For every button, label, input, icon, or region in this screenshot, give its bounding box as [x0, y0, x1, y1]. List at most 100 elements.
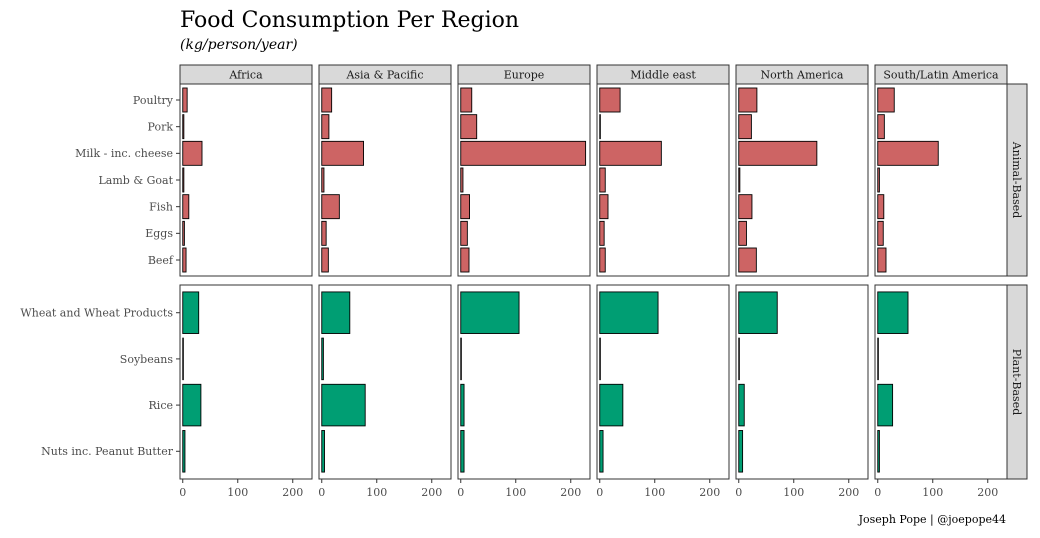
- bar-south-latin-america-wheat-and-wheat-products: [877, 291, 909, 334]
- x-tick-label-north-america-0: 0: [735, 486, 742, 499]
- bar-north-america-fish: [738, 194, 753, 220]
- x-tick-label-europe-200: 200: [560, 486, 581, 499]
- bar-south-latin-america-beef: [877, 247, 887, 273]
- y-tick-label-poultry: Poultry: [133, 94, 174, 107]
- bar-europe-nuts-inc-peanut-butter: [460, 430, 465, 473]
- x-tick-label-middle-east-100: 100: [644, 486, 665, 499]
- bar-north-america-pork: [738, 114, 752, 140]
- bar-europe-fish: [460, 194, 471, 220]
- bar-middle-east-milk-inc-cheese: [599, 140, 662, 166]
- x-tick-label-africa-0: 0: [179, 486, 186, 499]
- bar-middle-east-beef: [599, 247, 606, 273]
- bar-north-america-nuts-inc-peanut-butter: [738, 430, 744, 473]
- bar-middle-east-pork: [599, 114, 601, 140]
- bar-europe-rice: [460, 383, 465, 427]
- panel-animal-based-europe: [457, 83, 591, 277]
- bar-middle-east-rice: [599, 383, 624, 427]
- x-tick-label-south-latin-america-100: 100: [922, 486, 943, 499]
- x-tick-label-north-america-100: 100: [783, 486, 804, 499]
- chart-subtitle: (kg/person/year): [180, 37, 298, 53]
- y-tick-label-pork: Pork: [147, 121, 173, 134]
- bar-europe-beef: [460, 247, 470, 273]
- row-label-animal-based: Animal-Based: [1010, 141, 1023, 219]
- x-tick-label-africa-200: 200: [282, 486, 303, 499]
- y-tick-label-eggs: Eggs: [145, 227, 173, 240]
- bar-europe-poultry: [460, 87, 473, 113]
- y-tick-label-wheat-and-wheat-products: Wheat and Wheat Products: [20, 307, 173, 320]
- bar-africa-milk-inc-cheese: [182, 140, 203, 166]
- bar-south-latin-america-lamb-goat: [877, 167, 880, 193]
- x-tick-label-europe-0: 0: [457, 486, 464, 499]
- bar-middle-east-poultry: [599, 87, 621, 113]
- panel-plant-based-africa: [179, 284, 313, 480]
- panel-animal-based-south-latin-america: [874, 83, 1008, 277]
- panel-animal-based-asia-pacific: [318, 83, 452, 277]
- bar-europe-eggs: [460, 220, 468, 246]
- bar-europe-pork: [460, 114, 478, 140]
- x-tick-label-asia-pacific-100: 100: [366, 486, 387, 499]
- bar-africa-poultry: [182, 87, 188, 113]
- facet-label-africa: Africa: [228, 69, 263, 82]
- bar-africa-wheat-and-wheat-products: [182, 291, 200, 334]
- bar-africa-eggs: [182, 220, 185, 246]
- x-tick-label-asia-pacific-200: 200: [421, 486, 442, 499]
- bar-middle-east-lamb-goat: [599, 167, 606, 193]
- bar-africa-lamb-goat: [182, 167, 185, 193]
- bar-asia-pacific-rice: [321, 383, 366, 427]
- bar-africa-rice: [182, 383, 202, 427]
- bar-africa-beef: [182, 247, 187, 273]
- bar-europe-milk-inc-cheese: [460, 140, 587, 166]
- bar-middle-east-wheat-and-wheat-products: [599, 291, 659, 334]
- y-tick-label-lamb-goat: Lamb & Goat: [98, 174, 173, 187]
- bar-south-latin-america-pork: [877, 114, 885, 140]
- bar-south-latin-america-poultry: [877, 87, 895, 113]
- bar-middle-east-fish: [599, 194, 609, 220]
- bar-north-america-wheat-and-wheat-products: [738, 291, 778, 334]
- bar-asia-pacific-nuts-inc-peanut-butter: [321, 430, 325, 473]
- bar-europe-soybeans: [460, 337, 462, 381]
- x-tick-label-north-america-200: 200: [838, 486, 859, 499]
- x-tick-label-asia-pacific-0: 0: [318, 486, 325, 499]
- bar-asia-pacific-eggs: [321, 220, 327, 246]
- facet-label-south-latin-america: South/Latin America: [883, 69, 999, 82]
- x-tick-label-south-latin-america-200: 200: [977, 486, 998, 499]
- bar-asia-pacific-beef: [321, 247, 329, 273]
- bar-asia-pacific-poultry: [321, 87, 333, 113]
- bar-south-latin-america-soybeans: [877, 337, 879, 381]
- facet-label-north-america: North America: [761, 69, 844, 82]
- panel-animal-based-north-america: [735, 83, 869, 277]
- bar-asia-pacific-lamb-goat: [321, 167, 325, 193]
- bar-europe-lamb-goat: [460, 167, 464, 193]
- bar-asia-pacific-wheat-and-wheat-products: [321, 291, 351, 334]
- bar-middle-east-nuts-inc-peanut-butter: [599, 430, 604, 473]
- x-tick-label-europe-100: 100: [505, 486, 526, 499]
- bar-north-america-rice: [738, 383, 745, 427]
- y-tick-label-milk-inc-cheese: Milk - inc. cheese: [75, 147, 173, 160]
- bar-middle-east-eggs: [599, 220, 605, 246]
- bar-north-america-soybeans: [738, 337, 740, 381]
- bar-africa-soybeans: [182, 337, 184, 381]
- bar-south-latin-america-nuts-inc-peanut-butter: [877, 430, 880, 473]
- y-tick-label-nuts-inc-peanut-butter: Nuts inc. Peanut Butter: [41, 445, 174, 458]
- bar-europe-wheat-and-wheat-products: [460, 291, 520, 334]
- bar-north-america-beef: [738, 247, 757, 273]
- chart-caption: Joseph Pope | @joepope44: [858, 513, 1006, 526]
- y-tick-label-soybeans: Soybeans: [120, 353, 174, 366]
- bar-south-latin-america-eggs: [877, 220, 884, 246]
- x-tick-label-middle-east-0: 0: [596, 486, 603, 499]
- x-tick-label-south-latin-america-0: 0: [874, 486, 881, 499]
- bar-africa-fish: [182, 194, 190, 220]
- bar-asia-pacific-milk-inc-cheese: [321, 140, 364, 166]
- chart-title: Food Consumption Per Region: [180, 8, 520, 33]
- facet-label-asia-pacific: Asia & Pacific: [345, 69, 423, 82]
- x-tick-label-middle-east-200: 200: [699, 486, 720, 499]
- y-tick-label-beef: Beef: [148, 254, 174, 267]
- facet-label-europe: Europe: [504, 69, 545, 82]
- bar-south-latin-america-rice: [877, 383, 894, 427]
- bar-north-america-lamb-goat: [738, 167, 741, 193]
- bar-asia-pacific-pork: [321, 114, 330, 140]
- bar-north-america-poultry: [738, 87, 758, 113]
- y-tick-label-fish: Fish: [149, 201, 173, 214]
- bar-north-america-milk-inc-cheese: [738, 140, 818, 166]
